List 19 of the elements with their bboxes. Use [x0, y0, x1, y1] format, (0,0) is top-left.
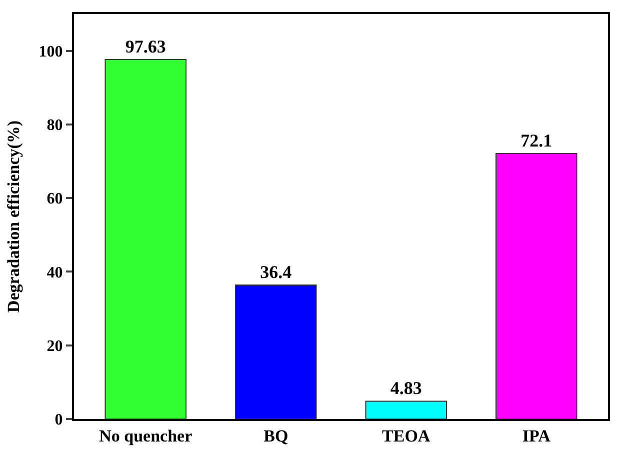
y-tick-label: 80	[46, 117, 63, 134]
data-label: 36.4	[260, 262, 292, 282]
y-tick-label: 40	[46, 264, 63, 282]
data-label: 4.83	[390, 378, 422, 398]
y-tick-label: 100	[38, 43, 63, 60]
bar	[235, 284, 317, 419]
bar	[104, 59, 187, 419]
y-tick-label: 60	[46, 190, 63, 208]
bar	[495, 153, 578, 419]
x-tick-label: BQ	[264, 426, 288, 446]
bar	[365, 400, 447, 419]
data-label: 97.63	[125, 36, 166, 57]
data-label: 72.1	[520, 130, 552, 151]
y-tick-label: 0	[54, 412, 63, 429]
x-tick-label: No quencher	[99, 426, 193, 446]
x-tick-label: IPA	[522, 426, 552, 446]
y-tick-label: 20	[46, 338, 63, 355]
y-axis-title: Degradation efficiency(%)	[4, 120, 23, 313]
x-tick-label: TEOA	[382, 426, 431, 446]
